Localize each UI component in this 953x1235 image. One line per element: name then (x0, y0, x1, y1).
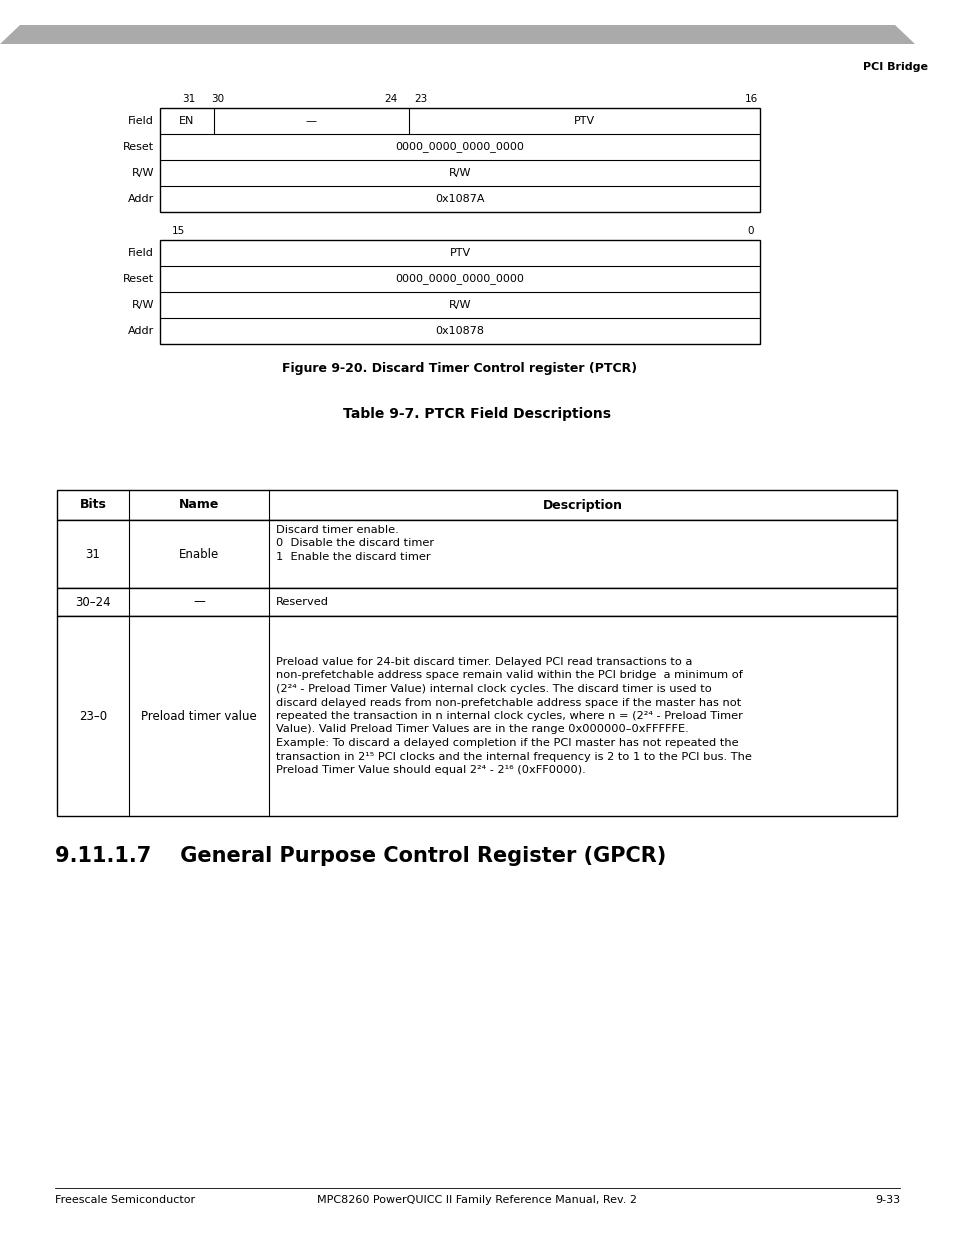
Text: discard delayed reads from non-prefetchable address space if the master has not: discard delayed reads from non-prefetcha… (275, 698, 740, 708)
Text: Reset: Reset (123, 274, 153, 284)
Text: 23–0: 23–0 (79, 709, 107, 722)
Text: 16: 16 (743, 94, 757, 104)
Text: 30–24: 30–24 (75, 595, 111, 609)
Text: Figure 9-20. Discard Timer Control register (PTCR): Figure 9-20. Discard Timer Control regis… (282, 362, 637, 375)
Text: Table 9-7. PTCR Field Descriptions: Table 9-7. PTCR Field Descriptions (343, 408, 610, 421)
Bar (160, 107, 760, 212)
Text: (2²⁴ - Preload Timer Value) internal clock cycles. The discard timer is used to: (2²⁴ - Preload Timer Value) internal clo… (275, 684, 711, 694)
Text: Preload timer value: Preload timer value (141, 709, 256, 722)
Text: non-prefetchable address space remain valid within the PCI bridge  a minimum of: non-prefetchable address space remain va… (275, 671, 742, 680)
Text: 31: 31 (182, 94, 195, 104)
Text: Addr: Addr (128, 194, 153, 204)
Bar (57, 490, 896, 520)
Bar (57, 520, 896, 588)
Text: 9.11.1.7    General Purpose Control Register (GPCR): 9.11.1.7 General Purpose Control Registe… (55, 846, 665, 866)
Text: Field: Field (128, 248, 153, 258)
Text: Reset: Reset (123, 142, 153, 152)
Text: 0x10878: 0x10878 (435, 326, 484, 336)
Text: repeated the transaction in n internal clock cycles, where n = (2²⁴ - Preload Ti: repeated the transaction in n internal c… (275, 711, 742, 721)
Text: Preload Timer Value should equal 2²⁴ - 2¹⁶ (0xFF0000).: Preload Timer Value should equal 2²⁴ - 2… (275, 764, 585, 776)
Bar (57, 588, 896, 616)
Text: 24: 24 (384, 94, 397, 104)
Text: PCI Bridge: PCI Bridge (862, 62, 927, 72)
Text: Addr: Addr (128, 326, 153, 336)
Text: Preload value for 24-bit discard timer. Delayed PCI read transactions to a: Preload value for 24-bit discard timer. … (275, 657, 692, 667)
Text: 30: 30 (211, 94, 224, 104)
Text: 15: 15 (172, 226, 185, 236)
Bar (57, 616, 896, 816)
Text: Value). Valid Preload Timer Values are in the range 0x000000–0xFFFFFE.: Value). Valid Preload Timer Values are i… (275, 725, 688, 735)
Text: Example: To discard a delayed completion if the PCI master has not repeated the: Example: To discard a delayed completion… (275, 739, 738, 748)
Text: —: — (193, 595, 205, 609)
Text: 0000_0000_0000_0000: 0000_0000_0000_0000 (395, 142, 524, 152)
Text: 23: 23 (414, 94, 427, 104)
Text: PTV: PTV (574, 116, 595, 126)
Text: R/W: R/W (448, 168, 471, 178)
Text: R/W: R/W (448, 300, 471, 310)
Text: R/W: R/W (132, 168, 153, 178)
Text: PTV: PTV (449, 248, 470, 258)
Text: Discard timer enable.: Discard timer enable. (275, 525, 398, 535)
Text: MPC8260 PowerQUICC II Family Reference Manual, Rev. 2: MPC8260 PowerQUICC II Family Reference M… (316, 1195, 637, 1205)
Bar (160, 240, 760, 345)
Polygon shape (0, 25, 914, 44)
Text: R/W: R/W (132, 300, 153, 310)
Text: 0000_0000_0000_0000: 0000_0000_0000_0000 (395, 273, 524, 284)
Text: Name: Name (178, 499, 219, 511)
Text: EN: EN (179, 116, 194, 126)
Text: 31: 31 (86, 547, 100, 561)
Text: Description: Description (542, 499, 622, 511)
Text: —: — (306, 116, 316, 126)
Text: Field: Field (128, 116, 153, 126)
Text: 9-33: 9-33 (874, 1195, 899, 1205)
Text: transaction in 2¹⁵ PCI clocks and the internal frequency is 2 to 1 to the PCI bu: transaction in 2¹⁵ PCI clocks and the in… (275, 752, 751, 762)
Text: 1  Enable the discard timer: 1 Enable the discard timer (275, 552, 430, 562)
Text: Freescale Semiconductor: Freescale Semiconductor (55, 1195, 195, 1205)
Text: Bits: Bits (79, 499, 107, 511)
Text: 0  Disable the discard timer: 0 Disable the discard timer (275, 538, 434, 548)
Text: Enable: Enable (178, 547, 219, 561)
Text: 0x1087A: 0x1087A (435, 194, 484, 204)
Text: Reserved: Reserved (275, 597, 329, 606)
Text: 0: 0 (747, 226, 754, 236)
